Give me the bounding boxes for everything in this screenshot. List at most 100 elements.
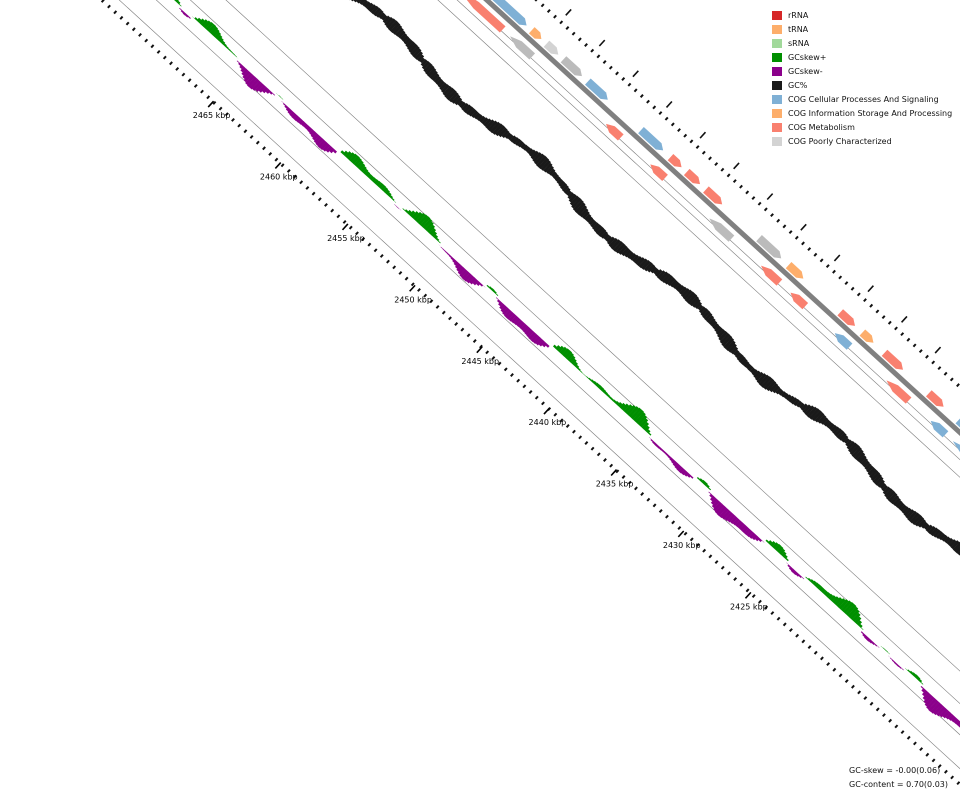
gc-skew-bar: [674, 463, 681, 470]
outer-minor-tick: [336, 214, 341, 219]
gc-skew-bar: [696, 477, 701, 481]
gc-skew-bar: [223, 43, 227, 47]
gc-skew-bar: [566, 352, 574, 361]
legend-label: COG Cellular Processes And Signaling: [788, 94, 939, 104]
gc-skew-bar: [909, 670, 914, 675]
outer-minor-tick: [231, 117, 235, 122]
gc-content-bar: [395, 27, 404, 37]
gc-content-bar: [888, 492, 898, 503]
outer-minor-tick: [175, 66, 180, 71]
gc-skew-bar: [453, 260, 459, 267]
outer-minor-tick: [293, 174, 297, 179]
gc-skew-bar: [557, 345, 565, 353]
legend-item: GCskew-: [772, 64, 952, 78]
gc-skew-bar: [472, 279, 479, 286]
gc-skew-bar: [180, 9, 185, 14]
gc-content-bar: [598, 228, 607, 238]
outer-minor-tick: [262, 146, 266, 151]
gc-skew-bar: [590, 379, 595, 384]
gc-skew-bar: [504, 309, 512, 318]
gc-skew-bar: [411, 211, 419, 220]
gc-skew-bar: [459, 268, 468, 278]
inner-minor-tick: [664, 116, 669, 121]
gc-content-bar: [853, 449, 864, 460]
gc-skew-bar: [349, 153, 358, 163]
legend-item: tRNA: [772, 22, 952, 36]
gene-forward: [703, 186, 723, 205]
gc-content-bar: [451, 94, 461, 104]
gc-content-bar: [682, 289, 693, 300]
gc-skew-bar: [510, 315, 519, 324]
track-line: [456, 0, 960, 461]
gc-content-bar: [629, 253, 637, 261]
gc-skew-bar: [338, 150, 341, 153]
inner-minor-tick: [745, 190, 750, 195]
gc-content-bar: [728, 343, 737, 353]
outer-minor-tick: [410, 282, 415, 287]
gc-skew-bar: [246, 76, 258, 88]
outer-minor-tick: [708, 554, 713, 559]
gc-skew-bar: [665, 453, 670, 457]
gc-content-bar: [397, 30, 406, 39]
gene-reverse: [886, 380, 912, 404]
legend-item: COG Metabolism: [772, 120, 952, 134]
gc-skew-bar: [488, 286, 493, 290]
legend-item: GCskew+: [772, 50, 952, 64]
outer-minor-tick: [900, 730, 905, 735]
tick-label: 2450 kbp: [394, 295, 432, 304]
gc-skew-bar: [928, 700, 940, 712]
gc-skew-bar: [656, 445, 661, 449]
gc-content-bar: [410, 45, 420, 56]
gc-skew-bar: [823, 590, 829, 596]
tick-label: 2465 kbp: [193, 111, 231, 120]
gc-skew-bar: [187, 15, 191, 19]
outer-minor-tick: [826, 662, 831, 667]
gc-content-bar: [946, 537, 954, 546]
gene-forward: [859, 329, 874, 343]
gc-skew-bar: [785, 557, 789, 562]
gc-content-bar: [423, 62, 433, 73]
gc-content-bar: [740, 358, 748, 366]
gc-skew-bar: [707, 487, 712, 491]
inner-minor-tick: [571, 31, 576, 36]
outer-minor-tick: [875, 707, 880, 712]
gc-skew-bar: [836, 598, 846, 608]
gc-skew-bar: [901, 667, 904, 671]
inner-minor-tick: [875, 309, 880, 314]
gc-content-bar: [534, 153, 545, 165]
gc-content-bar: [457, 100, 464, 107]
gc-skew-bar: [329, 147, 335, 154]
gc-skew-bar: [437, 240, 441, 244]
gc-skew-bar: [758, 538, 763, 542]
gc-skew-bar: [486, 284, 490, 288]
gene-forward: [667, 154, 682, 168]
gc-skew-bar: [889, 657, 893, 661]
outer-minor-tick: [510, 373, 514, 377]
outer-minor-tick: [100, 0, 105, 3]
inner-minor-tick: [770, 213, 774, 218]
gc-skew-bar: [322, 143, 331, 152]
gc-content-bar: [780, 391, 787, 398]
gc-skew-bar: [342, 150, 349, 157]
gc-skew-bar: [276, 93, 279, 96]
outer-minor-tick: [807, 645, 812, 650]
gc-skew-bar: [490, 288, 495, 292]
gc-content-bar: [725, 340, 736, 352]
gc-skew-bar: [586, 376, 590, 379]
major-tick: [744, 591, 752, 599]
inner-major-tick: [665, 100, 673, 108]
gc-content-bar: [548, 168, 556, 176]
gc-content-bar: [950, 540, 960, 550]
inner-major-tick: [598, 39, 606, 47]
inner-minor-tick: [559, 20, 564, 25]
gc-content-bar: [715, 327, 724, 336]
legend-label: rRNA: [788, 10, 809, 20]
gc-content-bar: [487, 120, 498, 132]
outer-minor-tick: [782, 622, 787, 627]
gc-content-bar: [556, 178, 563, 185]
gc-skew-bar: [303, 123, 309, 129]
gc-skew-bar: [561, 348, 570, 357]
inner-minor-tick: [695, 145, 700, 150]
gc-skew-bar: [384, 189, 390, 195]
outer-minor-tick: [944, 769, 948, 774]
